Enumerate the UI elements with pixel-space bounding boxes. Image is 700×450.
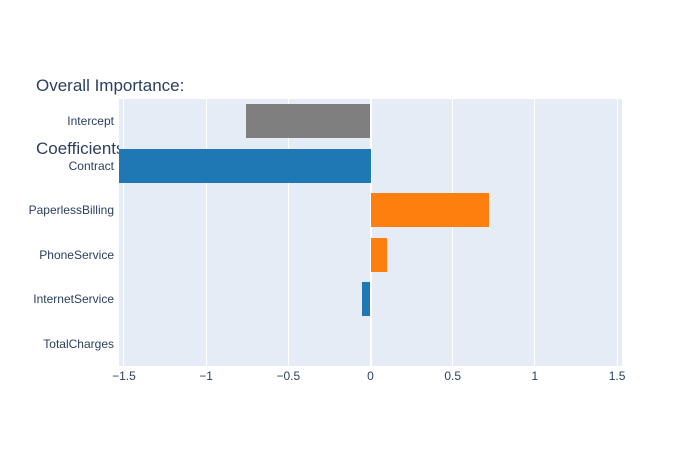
x-tick-label-1: 1	[531, 369, 539, 383]
bar-phone-service[interactable]	[370, 237, 387, 272]
chart-title-line-1: Overall Importance:	[36, 76, 185, 95]
chart-title-line-2: Coefficients	[36, 139, 125, 158]
x-tick-label-−1: −1	[199, 369, 213, 383]
bar-paperless-billing[interactable]	[370, 193, 489, 228]
x-tick-label-−0.5: −0.5	[276, 369, 301, 383]
y-tick-label-total-charges: TotalCharges	[43, 336, 114, 351]
y-tick-label-internet-service: InternetService	[33, 292, 114, 307]
gridline-x-−1.5	[123, 99, 125, 366]
chart-title: Overall Importance: Coefficients	[36, 33, 184, 201]
y-tick-label-intercept: Intercept	[67, 114, 114, 129]
bar-contract[interactable]	[119, 148, 371, 183]
x-tick-label-0: 0	[367, 369, 374, 383]
gridline-x-−1	[205, 99, 207, 366]
y-tick-label-phone-service: PhoneService	[39, 247, 114, 262]
bar-internet-service[interactable]	[362, 282, 371, 317]
gridline-x-−0.5	[287, 99, 289, 366]
x-tick-label-0.5: 0.5	[444, 369, 462, 383]
plot-area[interactable]	[119, 99, 622, 366]
y-tick-label-paperless-billing: PaperlessBilling	[28, 203, 114, 218]
gridline-x-0.5	[452, 99, 454, 366]
gridline-x-1.5	[616, 99, 618, 366]
x-tick-label-−1.5: −1.5	[112, 369, 136, 383]
x-tick-label-1.5: 1.5	[608, 369, 626, 383]
y-tick-label-contract: Contract	[68, 158, 114, 173]
zero-line	[369, 99, 372, 366]
gridline-x-1	[534, 99, 536, 366]
bar-intercept[interactable]	[245, 104, 371, 139]
